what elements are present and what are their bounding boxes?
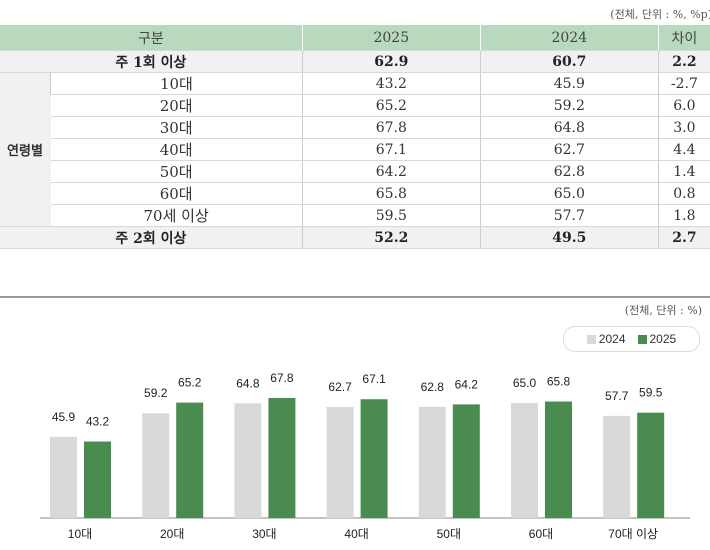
cell-diff: 3.0	[657, 116, 710, 139]
bar-2025	[545, 401, 572, 518]
row-label: 20대	[50, 94, 303, 117]
data-table: 구분 2025 2024 차이 주 1회 이상 62.9 60.7 2.2 연령별 10대…	[0, 25, 710, 249]
table-row: 60대 65.8 65.0 0.8	[0, 182, 710, 205]
cell-2025: 59.5	[301, 204, 481, 227]
cell-2025: 62.9	[301, 50, 481, 73]
data-label: 65.2	[178, 376, 202, 390]
table-row: 주 1회 이상 62.9 60.7 2.2	[0, 50, 710, 73]
cell-2025: 52.2	[301, 226, 481, 249]
cell-2024: 64.8	[479, 116, 659, 139]
data-label: 64.8	[236, 376, 260, 390]
bar-2025	[637, 412, 665, 518]
legend-swatch-2025	[637, 335, 647, 344]
bar-2025	[176, 402, 204, 518]
cell-2024: 57.7	[479, 204, 659, 227]
header-diff: 차이	[657, 25, 710, 51]
table-row: 70세 이상 59.5 57.7 1.8	[0, 204, 710, 227]
cell-diff: 0.8	[657, 182, 710, 205]
header-2025: 2025	[301, 25, 481, 51]
x-tick-label: 30대	[252, 527, 276, 541]
row-label: 50대	[50, 160, 303, 183]
row-label: 30대	[50, 116, 303, 139]
table-row: 20대 65.2 59.2 6.0	[0, 94, 710, 117]
x-tick-label: 50대	[437, 527, 461, 541]
bar-chart: 45.9 43.2 10대 59.2 65.2 20대 64.8 67.8 30대 62.7 67.…	[40, 371, 690, 541]
cell-diff: -2.7	[657, 72, 710, 95]
cell-2025: 67.8	[301, 116, 481, 139]
legend-item-2025: 2025	[637, 332, 677, 346]
row-label: 주 2회 이상	[0, 226, 303, 249]
cell-2025: 43.2	[301, 72, 481, 95]
row-label: 70세 이상	[50, 204, 303, 227]
cell-2025: 65.8	[301, 182, 481, 205]
row-label: 10대	[50, 72, 303, 95]
cell-2024: 65.0	[479, 182, 659, 205]
table-row: 30대 67.8 64.8 3.0	[0, 116, 710, 139]
chart-unit-note: (전체, 단위 : %)	[624, 304, 702, 317]
bar-2025	[84, 441, 111, 518]
bar-2025	[452, 404, 480, 518]
header-category: 구분	[0, 25, 303, 51]
cell-2025: 64.2	[301, 160, 481, 183]
legend-label: 2024	[598, 332, 626, 346]
data-label: 62.8	[421, 380, 445, 394]
bar-2024	[603, 415, 631, 518]
data-label: 59.5	[639, 386, 663, 400]
cell-diff: 1.8	[657, 204, 710, 227]
data-label: 62.7	[328, 380, 352, 394]
header-2024: 2024	[479, 25, 659, 51]
cell-2024: 59.2	[479, 94, 659, 117]
cell-2024: 49.5	[479, 226, 659, 249]
bar-2024	[142, 413, 170, 518]
data-label: 59.2	[144, 386, 168, 400]
cell-2025: 67.1	[301, 138, 481, 161]
table-row: 50대 64.2 62.8 1.4	[0, 160, 710, 183]
cell-2025: 65.2	[301, 94, 481, 117]
cell-diff: 6.0	[657, 94, 710, 117]
table-unit-note: (전체, 단위 : %, %p)	[610, 8, 710, 21]
bar-2024	[511, 402, 538, 518]
cell-2024: 62.8	[479, 160, 659, 183]
cell-diff: 2.2	[657, 50, 710, 73]
cell-2024: 45.9	[479, 72, 659, 95]
section-divider	[0, 296, 710, 298]
cell-diff: 2.7	[657, 226, 710, 249]
cell-diff: 1.4	[657, 160, 710, 183]
legend-swatch-2024	[586, 335, 596, 344]
table-row: 연령별 10대 43.2 45.9 -2.7	[0, 72, 710, 227]
data-label: 57.7	[605, 389, 629, 403]
cell-diff: 4.4	[657, 138, 710, 161]
bar-2025	[360, 399, 388, 518]
bar-2024	[326, 407, 354, 518]
x-tick-label: 70대 이상	[608, 527, 658, 541]
data-label: 43.2	[86, 415, 110, 429]
data-label: 67.1	[362, 372, 386, 386]
bar-2025	[268, 397, 296, 518]
row-label: 60대	[50, 182, 303, 205]
legend-label: 2025	[649, 332, 677, 346]
table-row: 40대 67.1 62.7 4.4	[0, 138, 710, 161]
bar-2024	[418, 406, 446, 518]
x-tick-label: 20대	[160, 527, 184, 541]
data-label: 65.8	[547, 375, 571, 389]
data-label: 45.9	[52, 410, 76, 424]
data-label: 65.0	[513, 376, 537, 390]
group-label: 연령별	[0, 72, 51, 227]
table-row: 주 2회 이상 52.2 49.5 2.7	[0, 226, 710, 249]
data-label: 64.2	[455, 377, 479, 391]
bar-2024	[50, 436, 77, 518]
x-tick-label: 60대	[529, 527, 553, 541]
bar-2024	[234, 403, 262, 518]
cell-2024: 62.7	[479, 138, 659, 161]
x-tick-label: 10대	[68, 527, 92, 541]
cell-2024: 60.7	[479, 50, 659, 73]
x-tick-label: 40대	[344, 527, 368, 541]
legend-item-2024: 2024	[586, 332, 626, 346]
row-label: 주 1회 이상	[0, 50, 303, 73]
chart-legend: 2024 2025	[563, 326, 700, 352]
data-label: 67.8	[270, 371, 294, 385]
row-label: 40대	[50, 138, 303, 161]
